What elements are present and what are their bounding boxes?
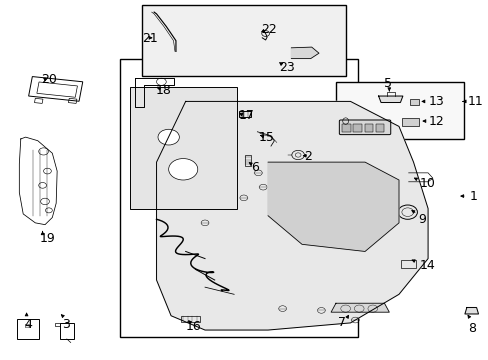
Polygon shape <box>291 47 318 59</box>
Text: 14: 14 <box>419 259 434 272</box>
Bar <box>181 316 200 322</box>
Circle shape <box>168 158 197 180</box>
Text: 17: 17 <box>239 109 254 122</box>
Bar <box>120 59 357 337</box>
Bar <box>142 5 345 76</box>
Bar <box>60 323 74 339</box>
Polygon shape <box>378 96 402 103</box>
FancyBboxPatch shape <box>339 120 390 135</box>
Text: 23: 23 <box>278 61 294 74</box>
Bar <box>401 118 418 126</box>
Text: 18: 18 <box>155 84 171 97</box>
Bar <box>353 123 362 132</box>
Bar <box>37 82 77 97</box>
Polygon shape <box>464 307 478 314</box>
Bar <box>375 123 384 132</box>
Text: 6: 6 <box>250 161 259 174</box>
Polygon shape <box>156 102 427 330</box>
Bar <box>35 98 43 103</box>
Text: LS: LS <box>25 324 31 329</box>
Text: 10: 10 <box>419 177 434 190</box>
Text: 12: 12 <box>428 114 444 127</box>
Text: 2: 2 <box>304 150 312 163</box>
Bar <box>244 155 250 166</box>
Text: 16: 16 <box>185 320 201 333</box>
Text: 5: 5 <box>384 77 392 90</box>
Circle shape <box>158 129 179 145</box>
Text: 13: 13 <box>428 95 444 108</box>
Bar <box>401 260 415 267</box>
Text: 21: 21 <box>142 32 158 45</box>
Text: 22: 22 <box>260 23 276 36</box>
Bar <box>18 319 39 339</box>
Bar <box>130 87 236 208</box>
Text: 7: 7 <box>338 316 346 329</box>
Polygon shape <box>267 162 398 251</box>
Bar <box>342 123 350 132</box>
Bar <box>29 77 82 101</box>
Text: 4: 4 <box>24 318 33 331</box>
Bar <box>364 123 372 132</box>
Text: 8: 8 <box>467 322 475 335</box>
Bar <box>68 98 77 103</box>
Bar <box>335 82 464 139</box>
Text: 19: 19 <box>39 233 55 246</box>
Bar <box>239 111 250 117</box>
Text: 1: 1 <box>468 190 476 203</box>
Text: 9: 9 <box>418 213 426 226</box>
Text: 11: 11 <box>467 95 483 108</box>
Text: 3: 3 <box>62 318 70 331</box>
Text: 20: 20 <box>41 73 57 86</box>
Bar <box>409 99 419 105</box>
Polygon shape <box>330 303 388 312</box>
Text: 15: 15 <box>258 131 274 144</box>
